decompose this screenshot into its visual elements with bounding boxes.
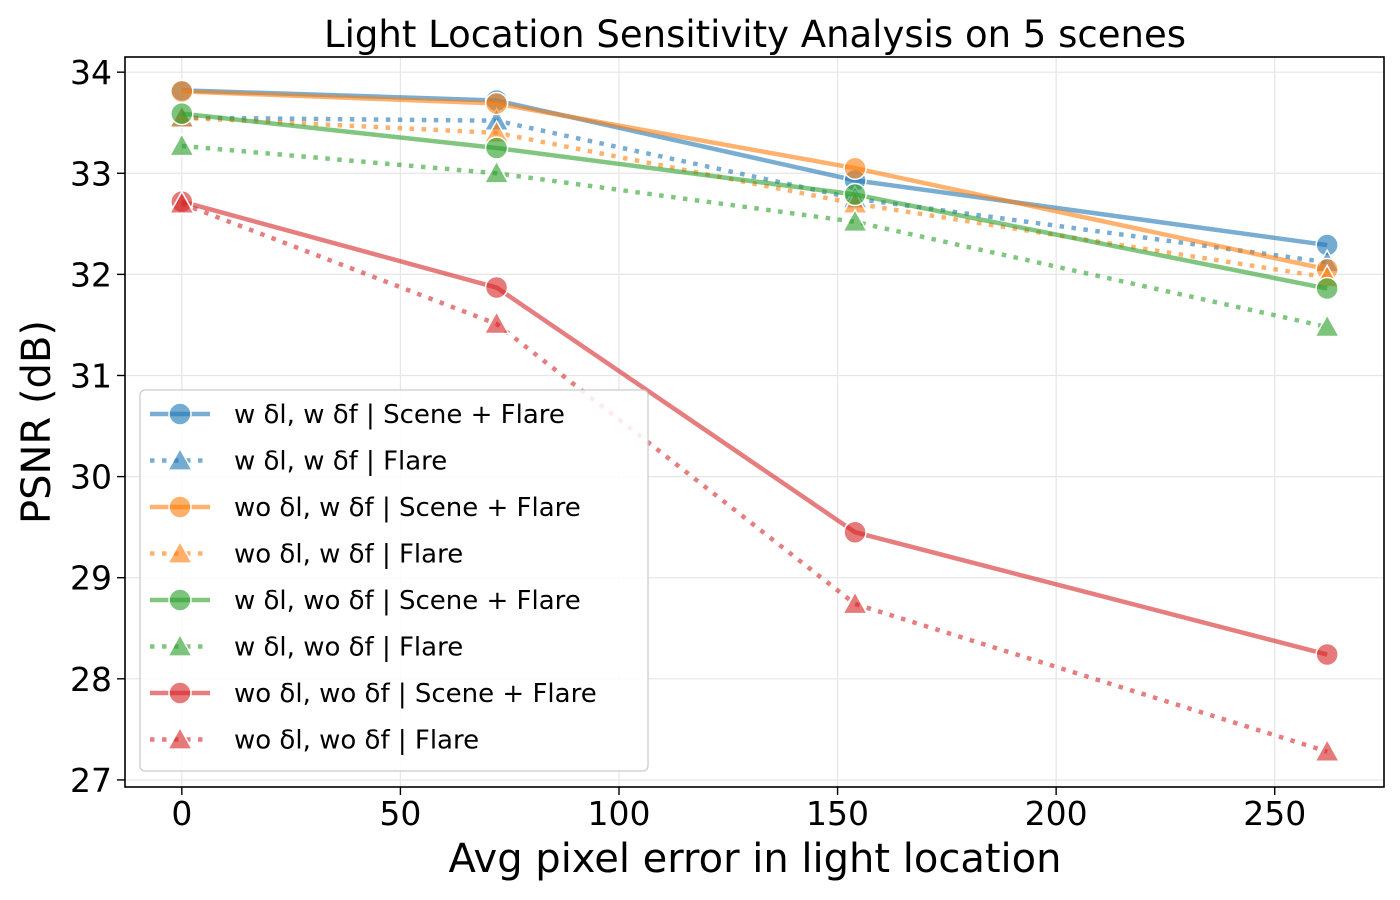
data-point bbox=[1313, 313, 1341, 338]
y-axis-label: PSNR (dB) bbox=[14, 320, 60, 524]
data-point bbox=[841, 208, 869, 233]
y-tick-label: 28 bbox=[70, 660, 112, 699]
data-point bbox=[841, 590, 869, 615]
legend-marker bbox=[166, 632, 194, 657]
legend-label: w δl, wo δf | Scene + Flare bbox=[234, 586, 581, 616]
legend-marker bbox=[166, 446, 194, 471]
series-4 bbox=[170, 101, 1339, 301]
x-tick-label: 50 bbox=[379, 794, 421, 833]
legend-label: wo δl, wo δf | Scene + Flare bbox=[234, 679, 597, 709]
ticks: 0 50 100 150 200 250 27 28 29 30 31 32 33 34 bbox=[70, 53, 1306, 833]
data-point bbox=[1315, 642, 1339, 667]
legend-item: wo δl, w δf | Flare bbox=[150, 540, 463, 570]
legend-label: wo δl, wo δf | Flare bbox=[234, 726, 479, 756]
legend-item: wo δl, w δf | Scene + Flare bbox=[150, 493, 581, 523]
legend-marker bbox=[168, 495, 192, 519]
data-point bbox=[843, 156, 867, 180]
y-tick-label: 27 bbox=[70, 761, 112, 800]
legend-item: w δl, w δf | Flare bbox=[150, 447, 447, 477]
x-axis-label: Avg pixel error in light location bbox=[449, 836, 1062, 882]
x-tick-label: 250 bbox=[1243, 794, 1306, 833]
legend-marker bbox=[168, 402, 192, 426]
series-line bbox=[181, 111, 1328, 291]
series-line bbox=[181, 115, 1328, 280]
legend-label: wo δl, w δf | Scene + Flare bbox=[234, 493, 581, 523]
legend-label: wo δl, w δf | Flare bbox=[234, 540, 463, 570]
data-point bbox=[484, 275, 509, 300]
legend-item: w δl, w δf | Scene + Flare bbox=[150, 400, 565, 430]
y-tick-label: 30 bbox=[70, 458, 112, 497]
series-line bbox=[181, 89, 1328, 272]
legend-item: w δl, wo δf | Flare bbox=[150, 633, 463, 663]
plot-frame bbox=[124, 56, 1385, 788]
legend-marker bbox=[168, 681, 192, 705]
y-tick-label: 33 bbox=[70, 154, 112, 193]
legend-marker bbox=[166, 725, 194, 750]
chart-title: Light Location Sensitivity Analysis on 5… bbox=[324, 13, 1186, 56]
x-tick-label: 100 bbox=[587, 794, 650, 833]
legend-marker bbox=[166, 539, 194, 564]
data-point bbox=[483, 159, 510, 184]
data-point bbox=[168, 132, 196, 157]
legend-item: w δl, wo δf | Scene + Flare bbox=[150, 586, 581, 616]
legend-label: w δl, w δf | Scene + Flare bbox=[234, 400, 565, 430]
series-line bbox=[181, 199, 1328, 657]
series-line bbox=[181, 143, 1328, 330]
legend-label: w δl, w δf | Flare bbox=[234, 447, 447, 477]
data-point bbox=[170, 101, 194, 126]
data-point bbox=[168, 190, 196, 214]
series-line bbox=[181, 201, 1328, 754]
y-tick-label: 34 bbox=[70, 53, 112, 92]
data-point bbox=[484, 91, 509, 116]
legend-label: w δl, wo δf | Flare bbox=[234, 633, 463, 663]
y-tick-label: 32 bbox=[70, 255, 112, 294]
data-point bbox=[484, 136, 509, 160]
legend-marker bbox=[168, 588, 192, 612]
series-layer bbox=[168, 78, 1341, 762]
series-line bbox=[181, 115, 1328, 265]
x-tick-label: 0 bbox=[171, 794, 192, 833]
y-tick-label: 29 bbox=[70, 559, 112, 598]
data-point bbox=[1313, 738, 1341, 762]
series-5 bbox=[168, 132, 1341, 338]
data-point bbox=[483, 310, 510, 335]
series-7 bbox=[168, 190, 1341, 762]
data-point bbox=[843, 182, 867, 207]
data-point bbox=[1315, 276, 1339, 301]
x-tick-label: 150 bbox=[806, 794, 869, 833]
legend-box bbox=[139, 389, 649, 772]
x-tick-label: 200 bbox=[1025, 794, 1088, 833]
legend-item: wo δl, wo δf | Scene + Flare bbox=[150, 679, 597, 709]
data-point bbox=[170, 79, 194, 104]
data-point bbox=[843, 520, 867, 544]
y-tick-label: 31 bbox=[70, 356, 112, 395]
legend-item: wo δl, wo δf | Flare bbox=[150, 726, 479, 756]
legend: w δl, w δf | Scene + Flare w δl, w δf | F… bbox=[139, 389, 649, 772]
